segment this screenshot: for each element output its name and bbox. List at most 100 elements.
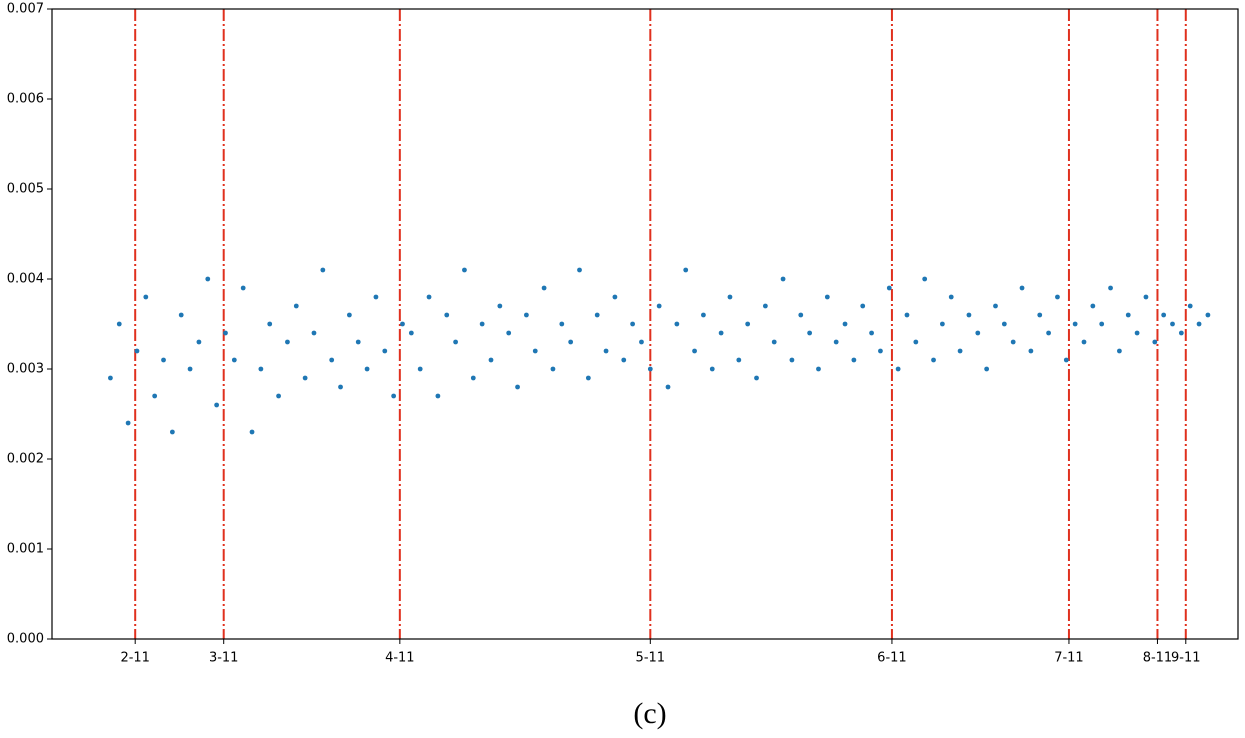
point (108, 375, 113, 381)
point (851, 357, 857, 363)
point (302, 375, 308, 381)
point (745, 321, 751, 327)
point (249, 429, 255, 435)
point (479, 321, 485, 327)
point (417, 366, 423, 372)
point (515, 384, 520, 390)
point (957, 348, 963, 354)
y-tick-label: 0.007 (7, 2, 44, 17)
point (205, 276, 211, 282)
point (824, 294, 830, 300)
point (833, 339, 839, 345)
point (311, 330, 317, 336)
point (630, 321, 636, 327)
point (736, 357, 742, 363)
point (320, 267, 326, 273)
point (382, 348, 388, 354)
point (1117, 348, 1122, 354)
point (267, 321, 273, 327)
point (939, 321, 945, 327)
point (187, 366, 193, 372)
x-tick-label: 2-11 (120, 651, 150, 666)
point (612, 294, 618, 300)
point (1134, 330, 1140, 336)
point (1019, 285, 1025, 291)
point (116, 321, 122, 327)
point (240, 285, 246, 291)
point (391, 393, 397, 399)
point (214, 402, 220, 408)
point (196, 339, 202, 345)
point (913, 339, 919, 345)
point (1108, 285, 1113, 291)
point (470, 375, 476, 381)
point (656, 303, 662, 309)
point (869, 330, 874, 336)
point (922, 276, 928, 282)
point (904, 312, 910, 318)
point (1161, 312, 1167, 318)
point (1037, 312, 1043, 318)
y-tick-label: 0.003 (7, 362, 44, 377)
point (860, 303, 866, 309)
point (453, 339, 458, 345)
point (1090, 303, 1096, 309)
plot-frame (51, 8, 1239, 640)
point (1001, 321, 1007, 327)
point (506, 330, 512, 336)
x-tick-label: 8-11 (1143, 651, 1173, 666)
point (975, 330, 981, 336)
point (408, 330, 414, 336)
point (1125, 312, 1131, 318)
point (1099, 321, 1105, 327)
point (789, 357, 795, 363)
x-tick-label: 7-11 (1054, 651, 1084, 666)
point (134, 348, 140, 354)
point (497, 303, 503, 309)
point (709, 366, 715, 372)
point (1196, 321, 1202, 327)
y-tick-label: 0.005 (7, 182, 44, 197)
point (258, 366, 264, 372)
point (674, 321, 680, 327)
x-tick-label: 6-11 (877, 651, 907, 666)
point (462, 267, 467, 273)
point (780, 276, 786, 282)
y-tick-label: 0.004 (7, 272, 44, 287)
point (621, 357, 627, 363)
point (1152, 339, 1158, 345)
point (541, 285, 547, 291)
point (338, 384, 343, 390)
point (178, 312, 184, 318)
point (1205, 312, 1211, 318)
point (125, 420, 131, 426)
caption: (c) (633, 697, 666, 730)
point (692, 348, 697, 354)
point (559, 321, 565, 327)
x-tick-label: 3-11 (209, 651, 239, 666)
point (1010, 339, 1016, 345)
y-tick-label: 0.001 (7, 542, 44, 557)
point (161, 357, 166, 363)
point (1055, 294, 1060, 300)
x-tick-label: 4-11 (385, 651, 415, 666)
point (603, 348, 609, 354)
point (346, 312, 352, 318)
point (1028, 348, 1034, 354)
point (426, 294, 432, 300)
point (798, 312, 804, 318)
point (966, 312, 972, 318)
point (701, 312, 706, 318)
point (355, 339, 361, 345)
point (886, 285, 892, 291)
point (807, 330, 813, 336)
y-tick-label: 0.000 (7, 632, 44, 647)
point (993, 303, 998, 309)
point (435, 393, 441, 399)
point (771, 339, 777, 345)
point (400, 321, 405, 327)
point (1170, 321, 1175, 327)
y-tick-label: 0.002 (7, 452, 44, 467)
point (683, 267, 689, 273)
point (1187, 303, 1193, 309)
